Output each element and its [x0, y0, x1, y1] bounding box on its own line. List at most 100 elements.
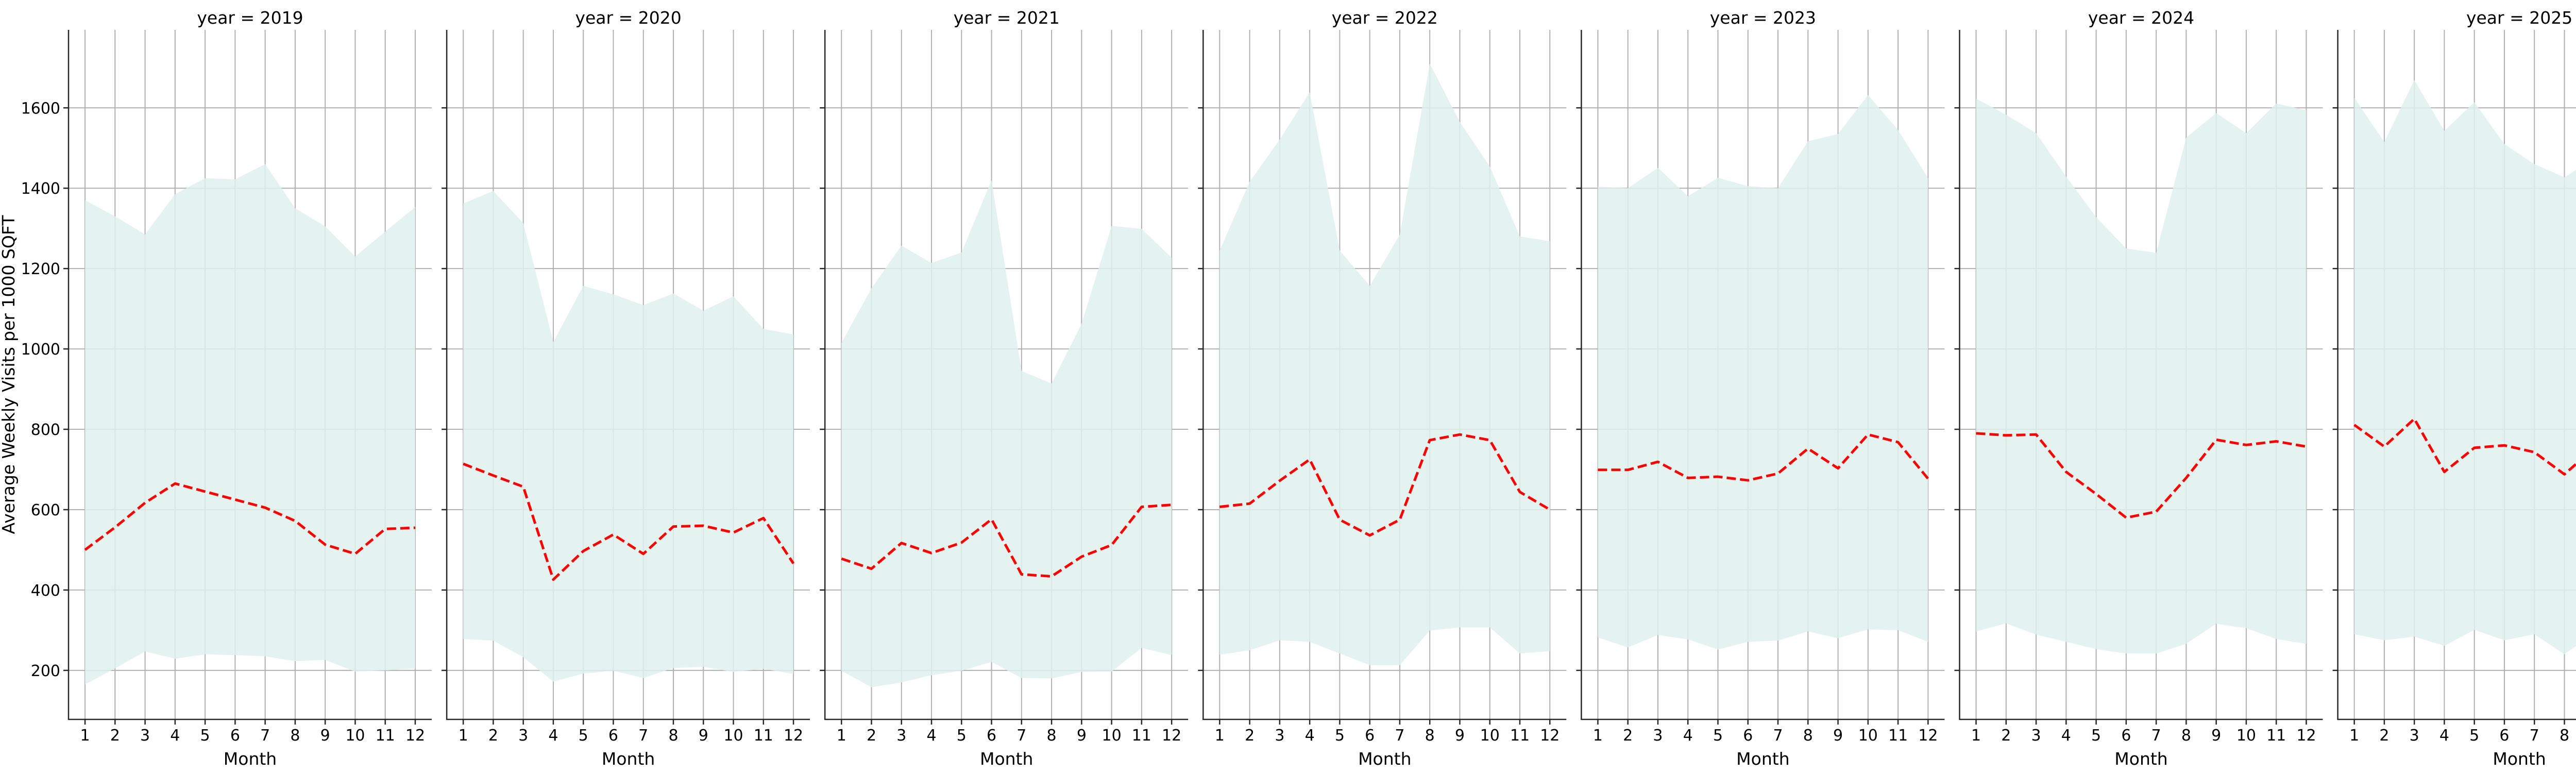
x-tick-label: 7: [638, 727, 648, 745]
x-tick-label: 5: [2469, 727, 2479, 745]
x-tick-label: 10: [1480, 727, 1500, 745]
x-tick-label: 4: [1305, 727, 1315, 745]
percentile-band: [2354, 80, 2576, 654]
x-tick-label: 11: [1132, 727, 1151, 745]
x-tick-label: 1: [459, 727, 468, 745]
median-line: [1598, 433, 1929, 482]
x-axis-label: Month: [2493, 749, 2546, 769]
x-tick-label: 8: [290, 727, 300, 745]
x-tick-label: 8: [1803, 727, 1813, 745]
x-tick-label: 12: [2296, 727, 2316, 745]
y-tick-label: 200: [31, 662, 60, 680]
x-tick-label: 8: [1047, 727, 1057, 745]
x-tick-label: 10: [723, 727, 743, 745]
x-tick-label: 1: [1971, 727, 1981, 745]
x-axis-label: Month: [224, 749, 277, 769]
y-tick-label: 600: [31, 501, 60, 519]
x-tick-label: 1: [80, 727, 90, 745]
median-line: [2353, 417, 2576, 476]
x-axis-label: Month: [602, 749, 655, 769]
y-tick-label: 1200: [21, 260, 60, 278]
facet-panel: 1 2 3 4 5 6 7 8 9 10 11 122004006008001000120014001…: [21, 8, 432, 769]
median-line: [841, 503, 1172, 578]
x-tick-label: 8: [2560, 727, 2569, 745]
median-line: [84, 482, 416, 556]
x-tick-label: 7: [2151, 727, 2161, 745]
facet-title: year = 2020: [575, 8, 681, 28]
y-tick-label: 800: [31, 421, 60, 439]
x-axis-label: Month: [2114, 749, 2167, 769]
x-tick-label: 9: [1833, 727, 1843, 745]
x-tick-label: 11: [1888, 727, 1908, 745]
x-tick-label: 6: [1365, 727, 1375, 745]
x-tick-label: 2: [2379, 727, 2389, 745]
x-tick-label: 8: [1425, 727, 1435, 745]
x-tick-label: 6: [1743, 727, 1753, 745]
facet-title: year = 2022: [1332, 8, 1438, 28]
x-tick-label: 12: [1162, 727, 1181, 745]
x-tick-label: 9: [2211, 727, 2221, 745]
x-tick-label: 8: [2181, 727, 2191, 745]
x-tick-label: 1: [1215, 727, 1225, 745]
percentile-band: [1598, 95, 1928, 650]
x-tick-label: 1: [1593, 727, 1603, 745]
x-tick-label: 12: [405, 727, 425, 745]
x-axis-label: Month: [980, 749, 1033, 769]
x-tick-label: 2: [2001, 727, 2011, 745]
facet-title: year = 2021: [954, 8, 1060, 28]
percentile-band: [1976, 98, 2307, 654]
x-tick-label: 4: [2061, 727, 2071, 745]
x-tick-label: 5: [957, 727, 967, 745]
x-tick-label: 12: [1918, 727, 1938, 745]
x-tick-label: 7: [1395, 727, 1404, 745]
x-tick-label: 3: [518, 727, 528, 745]
x-tick-label: 2: [867, 727, 876, 745]
percentile-band: [841, 180, 1172, 687]
percentile-band: [1219, 63, 1550, 665]
y-tick-label: 1600: [21, 99, 60, 117]
x-tick-label: 2: [1623, 727, 1633, 745]
x-tick-label: 9: [320, 727, 330, 745]
x-tick-label: 8: [668, 727, 678, 745]
x-tick-label: 9: [699, 727, 708, 745]
x-tick-label: 12: [784, 727, 803, 745]
x-tick-label: 10: [1858, 727, 1878, 745]
y-tick-label: 400: [31, 582, 60, 600]
x-tick-label: 2: [1245, 727, 1255, 745]
x-tick-label: 6: [987, 727, 996, 745]
x-tick-label: 3: [1653, 727, 1663, 745]
x-tick-label: 6: [230, 727, 240, 745]
x-tick-label: 6: [2499, 727, 2509, 745]
x-tick-label: 5: [200, 727, 210, 745]
x-tick-label: 4: [1683, 727, 1693, 745]
x-tick-label: 3: [140, 727, 150, 745]
x-tick-label: 4: [2439, 727, 2449, 745]
x-tick-label: 11: [376, 727, 395, 745]
x-axis-label: Month: [1358, 749, 1411, 769]
x-tick-label: 10: [2236, 727, 2256, 745]
x-tick-label: 2: [110, 727, 120, 745]
x-tick-label: 12: [1540, 727, 1560, 745]
facet-title: year = 2023: [1710, 8, 1816, 28]
median-line: [1976, 432, 2307, 519]
x-tick-label: 11: [2266, 727, 2286, 745]
x-tick-label: 6: [608, 727, 618, 745]
x-tick-label: 3: [2410, 727, 2419, 745]
x-tick-label: 3: [1275, 727, 1284, 745]
x-tick-label: 4: [548, 727, 558, 745]
x-tick-label: 4: [926, 727, 936, 745]
facet-title: year = 2025: [2466, 8, 2572, 28]
x-tick-label: 6: [2121, 727, 2131, 745]
facet-title: year = 2019: [197, 8, 303, 28]
x-tick-label: 1: [2349, 727, 2359, 745]
x-tick-label: 1: [837, 727, 846, 745]
x-tick-label: 3: [2031, 727, 2041, 745]
x-tick-label: 5: [579, 727, 588, 745]
